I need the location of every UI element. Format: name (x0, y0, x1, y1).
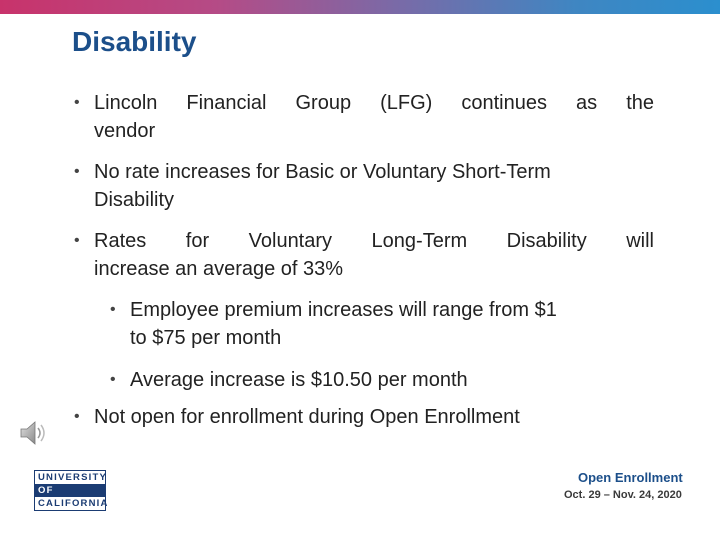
bullet-item-rate-increase: • Rates for Voluntary Long-Term Disabili… (74, 227, 654, 283)
bullet-text-line: Employee premium increases will range fr… (130, 299, 557, 321)
bullet-text-line: Average increase is $10.50 per month (130, 369, 468, 391)
bullet-text-line: to $75 per month (130, 327, 282, 349)
bullet-marker: • (74, 408, 80, 425)
bullet-text-line: increase an average of 33% (94, 258, 344, 280)
bullet-text-line: Rates for Voluntary Long-Term Disability… (94, 230, 654, 252)
bullet-text-line: vendor (94, 120, 156, 142)
bullet-item-no-rate-increase: • No rate increases for Basic or Volunta… (74, 158, 654, 214)
logo-line: CALIFORNIA (38, 498, 109, 509)
sub-bullet-premium-range: • Employee premium increases will range … (110, 296, 650, 352)
open-enrollment-dates: Oct. 29 – Nov. 24, 2020 (564, 489, 682, 501)
bullet-marker: • (110, 301, 116, 318)
bullet-marker: • (74, 94, 80, 111)
bullet-text-line: No rate increases for Basic or Voluntary… (94, 161, 551, 183)
bullet-text-line: Not open for enrollment during Open Enro… (94, 406, 520, 428)
slide-title: Disability (72, 26, 197, 57)
bullet-marker: • (74, 232, 80, 249)
university-of-california-logo: UNIVERSITY OF CALIFORNIA (34, 470, 110, 511)
header-gradient-bar (0, 0, 720, 14)
bullet-marker: • (110, 371, 116, 388)
logo-frame: UNIVERSITY OF CALIFORNIA (34, 470, 109, 511)
open-enrollment-title: Open Enrollment (578, 470, 683, 485)
logo-line: UNIVERSITY (38, 472, 108, 483)
bullet-text-line: Disability (94, 189, 175, 211)
sub-bullet-average-increase: • Average increase is $10.50 per month (110, 366, 650, 394)
logo-line: OF (35, 484, 105, 497)
bullet-item-vendor: • Lincoln Financial Group (LFG) continue… (74, 89, 654, 145)
speaker-icon[interactable] (18, 418, 48, 448)
bullet-marker: • (74, 163, 80, 180)
bullet-item-not-open: • Not open for enrollment during Open En… (74, 403, 654, 431)
bullet-text-line: Lincoln Financial Group (LFG) continues … (94, 92, 654, 114)
